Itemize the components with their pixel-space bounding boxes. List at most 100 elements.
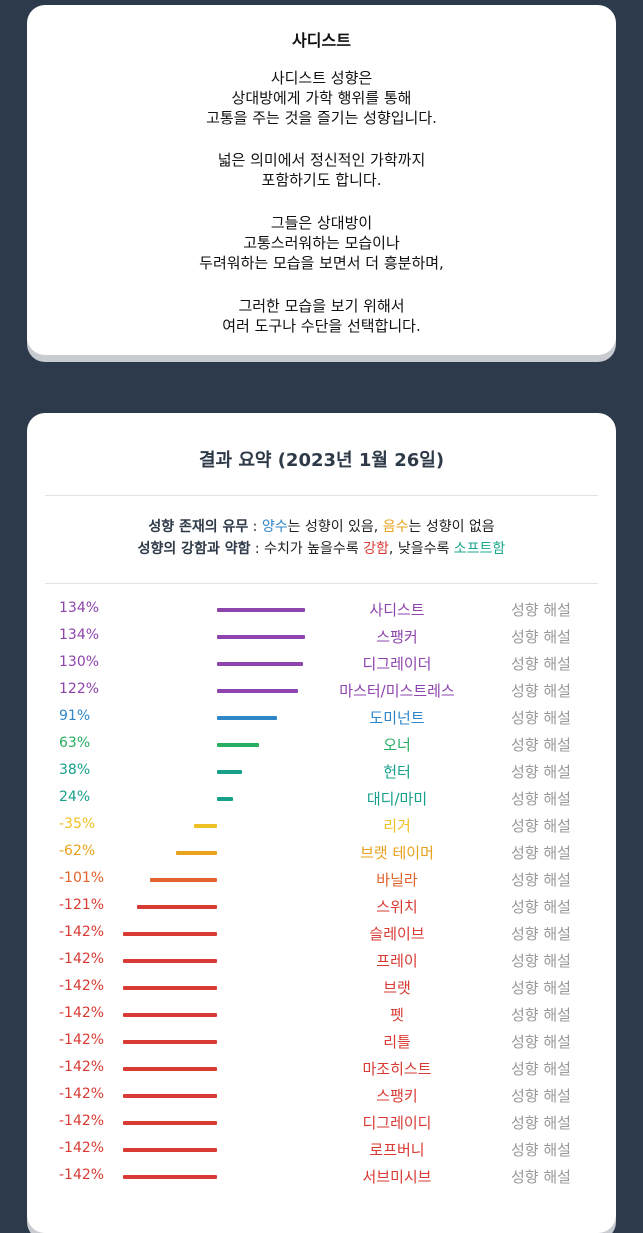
score-bar xyxy=(123,1094,217,1098)
type-name: 바닐라 xyxy=(376,871,418,889)
result-row: -62% 브랫 테이머 성향 해설 xyxy=(27,839,616,866)
explain-link[interactable]: 성향 해설 xyxy=(511,736,571,754)
explain-link[interactable]: 성향 해설 xyxy=(511,601,571,619)
type-name: 리거 xyxy=(383,817,411,835)
explain-link[interactable]: 성향 해설 xyxy=(511,898,571,916)
percent-value: 91% xyxy=(59,708,91,724)
type-name: 펫 xyxy=(390,1006,404,1024)
result-row: -142% 서브미시브 성향 해설 xyxy=(27,1163,616,1190)
description-card: 사디스트 사디스트 성향은 상대방에게 가학 행위를 통해 고통을 주는 것을 … xyxy=(27,5,616,355)
type-name: 도미넌트 xyxy=(369,709,425,727)
explain-link[interactable]: 성향 해설 xyxy=(511,1168,571,1186)
score-bar xyxy=(217,689,298,693)
percent-value: -62% xyxy=(59,843,96,859)
explain-link[interactable]: 성향 해설 xyxy=(511,952,571,970)
score-bar xyxy=(217,635,306,639)
result-row: -142% 로프버니 성향 해설 xyxy=(27,1136,616,1163)
explain-link[interactable]: 성향 해설 xyxy=(511,1114,571,1132)
explain-link[interactable]: 성향 해설 xyxy=(511,790,571,808)
explain-link[interactable]: 성향 해설 xyxy=(511,1006,571,1024)
description-line: 상대방에게 가학 행위를 통해 xyxy=(231,89,412,107)
result-row: -142% 슬레이브 성향 해설 xyxy=(27,920,616,947)
type-name: 프레이 xyxy=(376,952,418,970)
type-name: 디그레이디 xyxy=(362,1114,432,1132)
result-row: -121% 스위치 성향 해설 xyxy=(27,893,616,920)
type-name: 브랫 테이머 xyxy=(360,844,434,862)
legend-existence: 성향 존재의 유무 : 양수는 성향이 있음, 음수는 성향이 없음 xyxy=(27,516,616,536)
percent-value: -142% xyxy=(59,1059,105,1075)
type-name: 로프버니 xyxy=(369,1141,425,1159)
percent-value: 134% xyxy=(59,627,100,643)
description-line: 그들은 상대방이 xyxy=(270,214,373,232)
score-bar xyxy=(123,1067,217,1071)
legend-positive: 양수 xyxy=(261,519,288,535)
explain-link[interactable]: 성향 해설 xyxy=(511,979,571,997)
explain-link[interactable]: 성향 해설 xyxy=(511,1087,571,1105)
percent-value: 24% xyxy=(59,789,91,805)
description-line: 넓은 의미에서 정신적인 가학까지 xyxy=(217,151,426,169)
result-row: 91% 도미넌트 성향 해설 xyxy=(27,704,616,731)
score-bar xyxy=(123,1040,217,1044)
description-line: 고통스러워하는 모습이나 xyxy=(243,234,400,252)
result-row: -142% 리틀 성향 해설 xyxy=(27,1028,616,1055)
score-bar xyxy=(217,797,233,801)
legend-text: : xyxy=(248,519,262,535)
legend-negative: 음수 xyxy=(382,519,409,535)
percent-value: -35% xyxy=(59,816,96,832)
score-bar xyxy=(123,932,217,936)
score-bar xyxy=(123,1148,217,1152)
explain-link[interactable]: 성향 해설 xyxy=(511,763,571,781)
type-name: 스팽키 xyxy=(376,1087,418,1105)
result-row: -142% 스팽키 성향 해설 xyxy=(27,1082,616,1109)
result-row: -142% 브랫 성향 해설 xyxy=(27,974,616,1001)
result-row: -142% 프레이 성향 해설 xyxy=(27,947,616,974)
result-row: -142% 펫 성향 해설 xyxy=(27,1001,616,1028)
result-row: -101% 바닐라 성향 해설 xyxy=(27,866,616,893)
explain-link[interactable]: 성향 해설 xyxy=(511,655,571,673)
legend-existence-label: 성향 존재의 유무 xyxy=(148,519,249,535)
type-name: 스위치 xyxy=(376,898,418,916)
explain-link[interactable]: 성향 해설 xyxy=(511,1141,571,1159)
explain-link[interactable]: 성향 해설 xyxy=(511,871,571,889)
legend-text: 는 성향이 있음, xyxy=(287,519,383,535)
score-bar xyxy=(176,851,217,855)
score-bar xyxy=(217,743,259,747)
percent-value: -142% xyxy=(59,1032,105,1048)
result-title: 결과 요약 (2023년 1월 26일) xyxy=(198,450,445,471)
percent-value: -142% xyxy=(59,924,105,940)
description-paragraph: 넓은 의미에서 정신적인 가학까지 포함하기도 합니다. xyxy=(27,150,616,190)
result-row: 130% 디그레이더 성향 해설 xyxy=(27,650,616,677)
percent-value: -142% xyxy=(59,1140,105,1156)
result-row: 122% 마스터/미스트레스 성향 해설 xyxy=(27,677,616,704)
explain-link[interactable]: 성향 해설 xyxy=(511,925,571,943)
explain-link[interactable]: 성향 해설 xyxy=(511,844,571,862)
type-name: 슬레이브 xyxy=(369,925,425,943)
result-row: 134% 스팽커 성향 해설 xyxy=(27,623,616,650)
result-row: -35% 리거 성향 해설 xyxy=(27,812,616,839)
score-bar xyxy=(217,716,278,720)
legend-soft: 소프트함 xyxy=(453,541,506,557)
percent-value: 38% xyxy=(59,762,91,778)
legend-text: 는 성향이 없음 xyxy=(408,519,495,535)
result-row: 63% 오너 성향 해설 xyxy=(27,731,616,758)
type-name: 헌터 xyxy=(383,763,411,781)
percent-value: -142% xyxy=(59,1113,105,1129)
percent-value: -142% xyxy=(59,978,105,994)
percent-value: 134% xyxy=(59,600,100,616)
percent-value: -101% xyxy=(59,870,105,886)
explain-link[interactable]: 성향 해설 xyxy=(511,1033,571,1051)
legend-strength-label: 성향의 강함과 약함 xyxy=(137,541,251,557)
description-line: 그러한 모습을 보기 위해서 xyxy=(238,297,405,315)
percent-value: 63% xyxy=(59,735,91,751)
divider xyxy=(45,583,598,584)
result-row: 38% 헌터 성향 해설 xyxy=(27,758,616,785)
score-bar xyxy=(123,986,217,990)
explain-link[interactable]: 성향 해설 xyxy=(511,682,571,700)
explain-link[interactable]: 성향 해설 xyxy=(511,817,571,835)
explain-link[interactable]: 성향 해설 xyxy=(511,709,571,727)
explain-link[interactable]: 성향 해설 xyxy=(511,1060,571,1078)
score-bar xyxy=(150,878,217,882)
divider xyxy=(45,495,598,496)
explain-link[interactable]: 성향 해설 xyxy=(511,628,571,646)
type-name: 마조히스트 xyxy=(362,1060,432,1078)
